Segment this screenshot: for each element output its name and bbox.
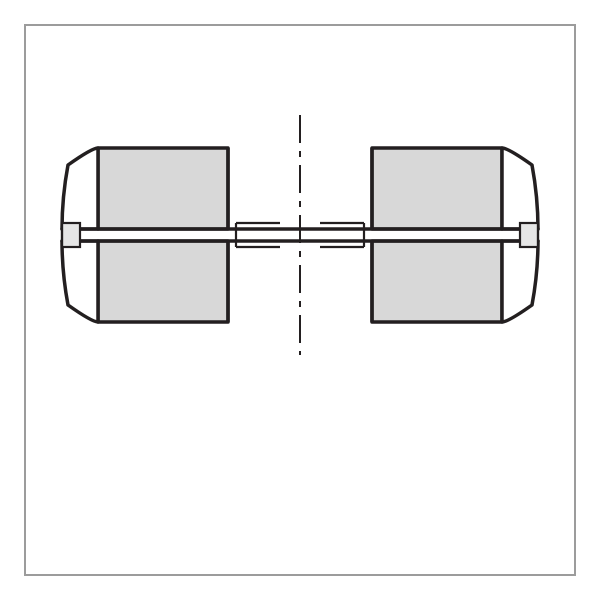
outer-profile-top-right (502, 148, 538, 229)
outer-profile-bottom-left (62, 241, 98, 322)
outer-profile-bottom-right (502, 241, 538, 322)
roller-tab-left (62, 223, 80, 247)
outer-profile-top-left (62, 148, 98, 229)
roller-tab-right (520, 223, 538, 247)
bearing-cross-section-diagram (0, 0, 600, 600)
washer-top-left (98, 148, 228, 229)
washer-top-right (372, 148, 502, 229)
washer-bottom-right (372, 241, 502, 322)
washer-bottom-left (98, 241, 228, 322)
